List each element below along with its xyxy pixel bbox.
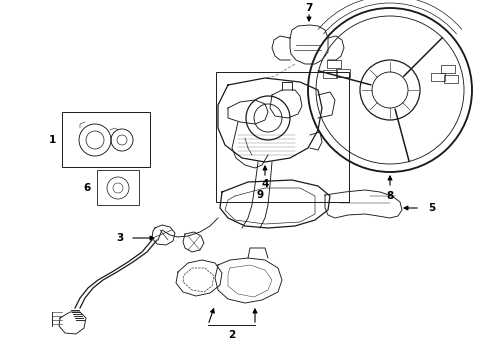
Bar: [431, 73, 445, 81]
Bar: [336, 69, 350, 77]
Bar: [97, 170, 139, 205]
Bar: [444, 75, 458, 83]
Text: 7: 7: [305, 3, 313, 13]
Text: 5: 5: [428, 203, 436, 213]
Bar: [216, 72, 349, 202]
Bar: [327, 60, 341, 68]
Bar: [441, 65, 455, 73]
Text: 9: 9: [256, 190, 264, 200]
Text: 6: 6: [83, 183, 91, 193]
Text: 2: 2: [228, 330, 236, 340]
Bar: [62, 112, 150, 167]
Text: 3: 3: [117, 233, 123, 243]
Bar: [323, 70, 337, 78]
Text: 4: 4: [261, 179, 269, 189]
Text: 8: 8: [387, 191, 393, 201]
Text: 1: 1: [49, 135, 56, 145]
